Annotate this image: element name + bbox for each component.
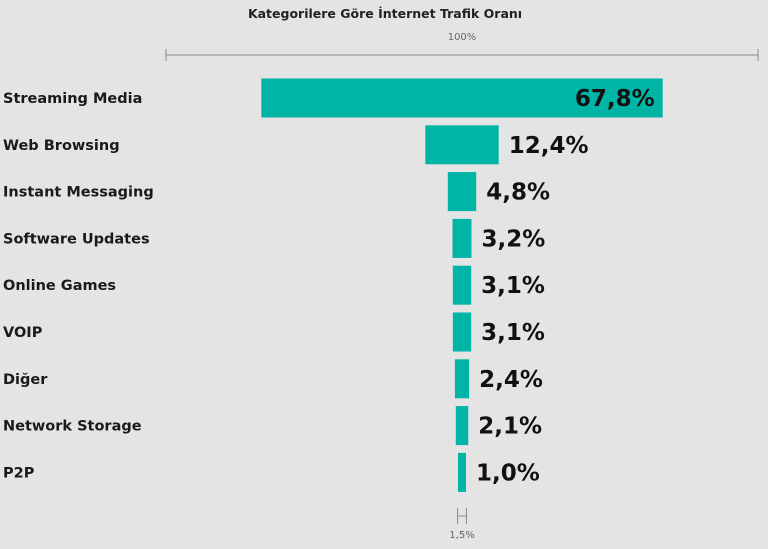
bar-p2p xyxy=(458,452,466,492)
category-label-diger: Diğer xyxy=(3,372,48,388)
bar-software-updates xyxy=(452,218,472,258)
category-label-streaming-media: Streaming Media xyxy=(3,91,142,107)
value-label-instant-messaging: 4,8% xyxy=(486,180,550,206)
bar-voip xyxy=(452,312,472,352)
value-label-diger: 2,4% xyxy=(479,367,543,393)
chart-title: Kategorilere Göre İnternet Trafik Oranı xyxy=(248,6,522,21)
value-label-voip: 3,1% xyxy=(481,320,545,346)
category-label-software-updates: Software Updates xyxy=(3,231,150,247)
bar-streaming-media xyxy=(261,78,663,118)
category-label-network-storage: Network Storage xyxy=(3,419,142,435)
value-label-web-browsing: 12,4% xyxy=(509,133,589,159)
value-label-software-updates: 3,2% xyxy=(481,226,545,252)
top-scale-label: 100% xyxy=(448,32,477,43)
category-label-web-browsing: Web Browsing xyxy=(3,138,120,154)
category-label-online-games: Online Games xyxy=(3,278,116,294)
bar-web-browsing xyxy=(425,125,499,165)
bar-instant-messaging xyxy=(447,172,477,212)
bar-group: Streaming Media 67,8% Web Browsing 12,4% Ins… xyxy=(3,78,663,492)
value-label-p2p: 1,0% xyxy=(476,460,540,486)
category-label-instant-messaging: Instant Messaging xyxy=(3,185,154,201)
category-label-p2p: P2P xyxy=(3,465,35,481)
category-label-voip: VOIP xyxy=(3,325,43,341)
bottom-scale-bracket xyxy=(457,508,467,524)
bar-diger xyxy=(454,359,470,399)
bar-network-storage xyxy=(455,406,469,446)
value-label-network-storage: 2,1% xyxy=(478,414,542,440)
bottom-scale-label: 1,5% xyxy=(449,530,474,541)
value-label-streaming-media: 67,8% xyxy=(575,86,655,112)
value-label-online-games: 3,1% xyxy=(481,273,545,299)
bar-online-games xyxy=(452,265,472,305)
top-scale-bracket xyxy=(165,49,759,61)
